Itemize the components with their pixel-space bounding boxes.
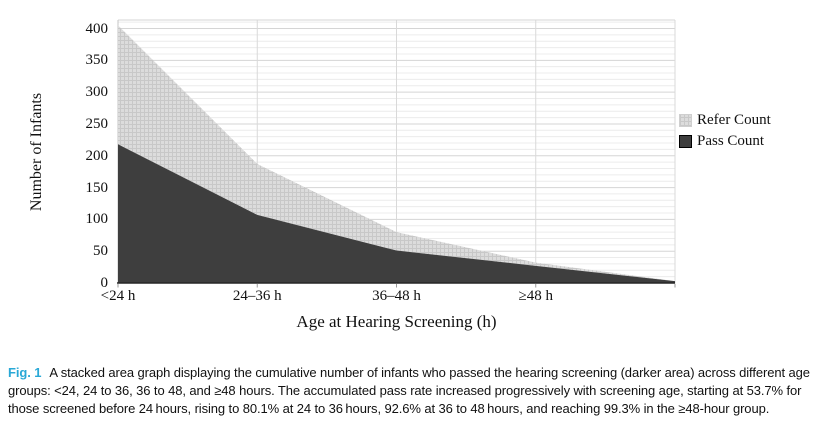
y-axis-tick-label: 100 (85, 211, 109, 228)
stacked-area-chart: 0 50 100 150 200 250 300 350 400 <24 h 24–36 h 36–… (28, 19, 771, 331)
y-axis-tick-label: 300 (85, 84, 109, 101)
legend-item-pass: Pass Count (679, 131, 771, 152)
y-axis-tick-label: 150 (85, 179, 109, 196)
x-axis-tick-label: <24 h (100, 288, 136, 304)
legend-item-refer: Refer Count (679, 110, 771, 131)
x-axis-title: Age at Hearing Screening (h) (296, 312, 497, 331)
refer-area (118, 25, 675, 282)
y-axis-tick-label: 50 (93, 243, 108, 260)
x-axis-tick-label: ≥48 h (518, 288, 553, 304)
legend-label-refer: Refer Count (697, 112, 771, 128)
y-axis-tick-label: 200 (85, 147, 109, 164)
y-axis-tick-label: 400 (85, 20, 109, 37)
chart-legend: Refer Count Pass Count (679, 110, 771, 152)
pass-area (118, 144, 675, 283)
pass-swatch-icon (679, 135, 692, 148)
y-axis-tick-label: 350 (85, 52, 109, 69)
y-axis-tick-label: 250 (85, 115, 109, 132)
x-axis-tick-label: 24–36 h (232, 288, 282, 304)
refer-swatch-icon (679, 114, 692, 127)
figure-caption-label: Fig. 1 (8, 365, 42, 380)
legend-label-pass: Pass Count (697, 133, 765, 149)
chart-canvas (117, 19, 676, 288)
y-axis-title: Number of Infants (28, 92, 45, 212)
figure-caption-text: A stacked area graph displaying the cumu… (8, 365, 810, 416)
x-axis-tick-label: 36–48 h (372, 288, 421, 304)
x-axis-ticks (117, 283, 676, 288)
y-axis-tick-label: 0 (100, 275, 109, 291)
